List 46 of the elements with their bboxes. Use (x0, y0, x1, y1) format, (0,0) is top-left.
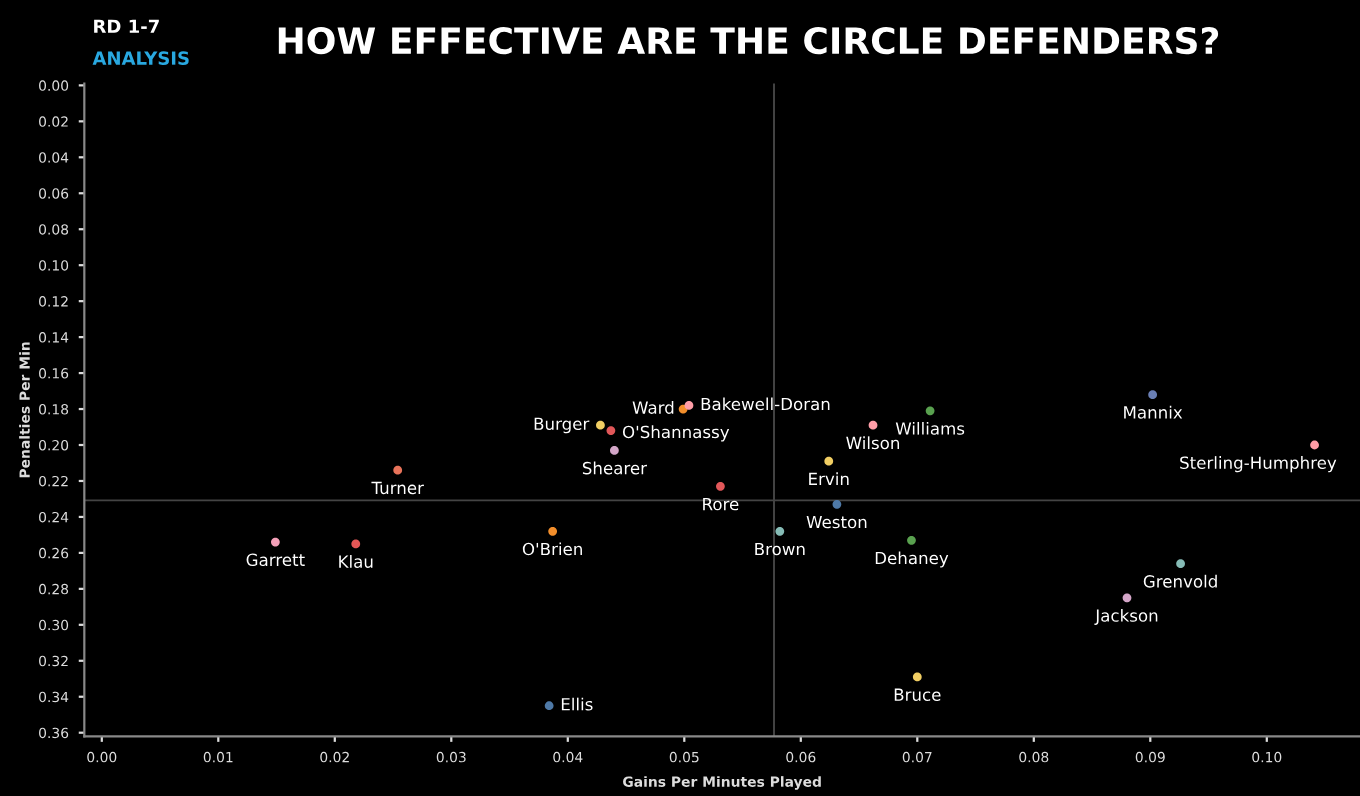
point (716, 481, 725, 491)
point (832, 499, 842, 509)
annotation: Grenvold (1143, 574, 1217, 588)
point (270, 537, 280, 547)
point (868, 420, 878, 430)
annotation: Sterling-Humphrey (1180, 456, 1337, 473)
annotation: Shearer (582, 461, 647, 475)
point (907, 535, 916, 545)
annotation: O'Brien (522, 542, 582, 556)
annotation: O'Shannassy (622, 425, 730, 442)
text: ANALYSIS (92, 51, 189, 65)
annotation: Turner (371, 481, 424, 495)
point (775, 526, 785, 536)
point (548, 526, 558, 536)
annotation: Ward (632, 400, 674, 414)
point (596, 420, 605, 430)
point (684, 401, 694, 410)
point (544, 701, 554, 711)
point (1122, 593, 1132, 603)
annotation: Bakewell-Doran (701, 397, 830, 411)
point (1176, 559, 1185, 569)
annotation: Williams (895, 421, 965, 435)
annotation: Rore (703, 497, 739, 511)
point (610, 446, 619, 455)
point (393, 465, 403, 475)
annotation: Mannix (1124, 405, 1183, 419)
annotation: Garrett (246, 553, 305, 567)
point (925, 406, 935, 416)
annotation: Brown (755, 542, 805, 556)
annotation: Dehaney (875, 551, 949, 568)
annotation: Bruce (894, 688, 941, 701)
chart-subtitle: RD 1-7 (94, 19, 159, 33)
annotation: Klau (339, 555, 373, 568)
point (912, 672, 922, 682)
point (824, 456, 834, 466)
point (606, 426, 616, 436)
annotation: Ellis (561, 697, 593, 711)
chart-title: HOW EFFECTIVE ARE THE CIRCLE DEFENDERS? (278, 26, 1219, 55)
point (351, 539, 361, 549)
annotation: Ervin (809, 472, 849, 485)
point (1310, 440, 1319, 450)
annotation: Weston (806, 515, 867, 529)
annotation: Jackson (1094, 608, 1158, 625)
point (1148, 390, 1158, 400)
annotation: Burger (534, 417, 590, 434)
annotation: Wilson (846, 436, 900, 450)
